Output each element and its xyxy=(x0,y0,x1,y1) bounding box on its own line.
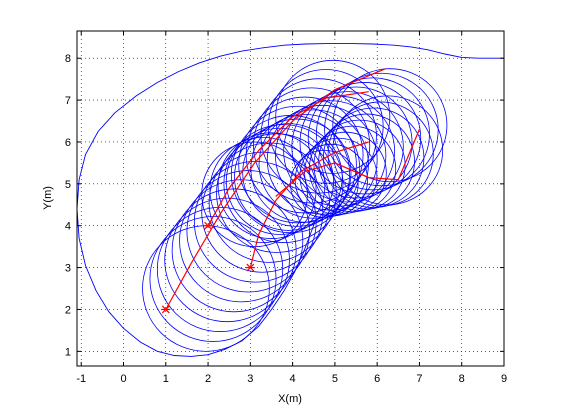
boundary-curve-group xyxy=(77,43,504,357)
y-tick-label: 3 xyxy=(65,263,71,275)
sweep-circle xyxy=(225,127,334,235)
sweep-circle xyxy=(216,133,337,253)
sweep-circle xyxy=(332,68,448,183)
sweep-circle xyxy=(164,197,290,323)
sweep-circle xyxy=(324,72,439,187)
trajectory-line xyxy=(165,68,386,310)
sweep-circle xyxy=(171,188,297,313)
trajectory-line xyxy=(275,129,420,197)
circle-sweeps xyxy=(142,59,448,352)
x-tick-label: 8 xyxy=(459,373,465,385)
x-tick-label: 2 xyxy=(205,373,211,385)
sweep-circle xyxy=(234,123,343,231)
y-tick-labels: 1 2 3 4 5 6 7 8 xyxy=(65,53,71,358)
sweep-circle xyxy=(156,206,284,332)
sweep-circle xyxy=(266,104,378,215)
y-tick-label: 6 xyxy=(65,137,71,149)
axes-box xyxy=(76,30,505,367)
sweep-circle xyxy=(242,118,352,227)
sweep-circle xyxy=(322,107,425,208)
start-marker xyxy=(203,221,213,230)
sweep-circle xyxy=(327,101,434,207)
trajectory-group xyxy=(161,68,420,314)
trajectory-line xyxy=(207,91,369,226)
boundary-curve xyxy=(77,43,504,357)
plot-area xyxy=(77,31,504,366)
start-marker xyxy=(245,263,255,272)
y-axis-label: Y(m) xyxy=(42,186,54,210)
sweep-circle xyxy=(179,179,304,303)
sweep-circle xyxy=(299,86,413,199)
sweep-circle xyxy=(238,105,357,224)
y-tick-label: 7 xyxy=(65,95,71,107)
y-tick-label: 8 xyxy=(65,53,71,65)
sweep-circle xyxy=(313,119,406,211)
start-marker xyxy=(161,305,171,314)
sweep-circle xyxy=(223,124,344,243)
sweep-circle xyxy=(258,109,369,219)
x-tick-label: 3 xyxy=(247,373,253,385)
y-tick-label: 1 xyxy=(65,346,71,358)
x-tick-label: 4 xyxy=(290,373,296,385)
plot-data xyxy=(77,43,504,357)
x-tick-label: 5 xyxy=(332,373,338,385)
y-tick-label: 5 xyxy=(65,179,71,191)
sweep-circle xyxy=(253,87,371,204)
x-tick-label: 0 xyxy=(120,373,126,385)
axis-ticks xyxy=(77,31,505,366)
x-tick-labels: -1 0 1 2 3 4 5 6 7 8 9 xyxy=(76,373,507,385)
y-tick-label: 4 xyxy=(65,221,71,233)
x-tick-label: 7 xyxy=(416,373,422,385)
sweep-circle xyxy=(209,136,317,243)
x-tick-label: 6 xyxy=(374,373,380,385)
sweep-circle xyxy=(201,151,324,273)
x-tick-label: -1 xyxy=(76,373,86,385)
y-tick-label: 2 xyxy=(65,304,71,316)
x-tick-label: 1 xyxy=(163,373,169,385)
x-tick-label: 9 xyxy=(501,373,507,385)
sweep-circle xyxy=(245,96,364,214)
sweep-circle xyxy=(260,78,377,194)
sweep-circle xyxy=(201,141,308,248)
sweep-circle xyxy=(332,95,444,206)
x-axis-label: X(m) xyxy=(278,393,302,405)
sweep-circle xyxy=(308,125,397,213)
sweep-circle xyxy=(291,91,404,203)
